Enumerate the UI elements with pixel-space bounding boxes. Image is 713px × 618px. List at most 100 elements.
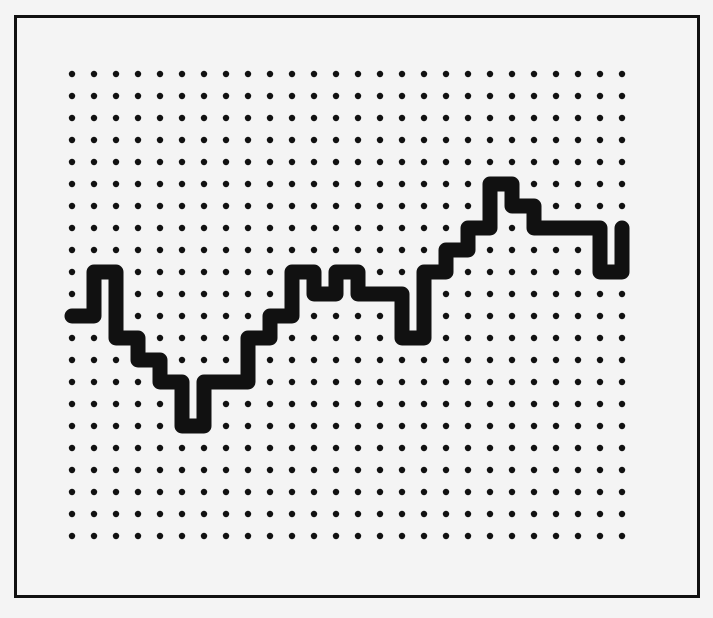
grid-dot (420, 70, 428, 78)
grid-dot (332, 136, 340, 144)
grid-dot (90, 92, 98, 100)
grid-dot (354, 246, 362, 254)
grid-dot (156, 422, 164, 430)
grid-dot (464, 532, 472, 540)
grid-dot (156, 158, 164, 166)
grid-dot (574, 70, 582, 78)
grid-dot (68, 532, 76, 540)
grid-dot (618, 158, 626, 166)
grid-dot (200, 334, 208, 342)
grid-dot (90, 136, 98, 144)
grid-dot (156, 114, 164, 122)
grid-dot (464, 114, 472, 122)
grid-dot (442, 158, 450, 166)
grid-dot (398, 92, 406, 100)
grid-dot (398, 488, 406, 496)
grid-dot (90, 180, 98, 188)
grid-dot (376, 378, 384, 386)
grid-dot (222, 290, 230, 298)
grid-dot (288, 158, 296, 166)
grid-dot (420, 356, 428, 364)
grid-dot (288, 136, 296, 144)
grid-dot (464, 180, 472, 188)
grid-dot (376, 400, 384, 408)
grid-dot (376, 246, 384, 254)
grid-dot (288, 510, 296, 518)
grid-dot (508, 422, 516, 430)
grid-dot (442, 290, 450, 298)
grid-dot (420, 158, 428, 166)
grid-dot (200, 114, 208, 122)
grid-dot (442, 422, 450, 430)
grid-dot (508, 70, 516, 78)
grid-dot (486, 510, 494, 518)
grid-dot (200, 158, 208, 166)
grid-dot (552, 114, 560, 122)
grid-dot (618, 92, 626, 100)
grid-dot (596, 158, 604, 166)
grid-dot (618, 378, 626, 386)
grid-dot (90, 422, 98, 430)
grid-dot (508, 290, 516, 298)
grid-dot (398, 246, 406, 254)
grid-dot (552, 378, 560, 386)
grid-dot (156, 92, 164, 100)
grid-dot (266, 290, 274, 298)
grid-dot (552, 312, 560, 320)
grid-dot (288, 180, 296, 188)
grid-dot (266, 532, 274, 540)
grid-dot (200, 70, 208, 78)
grid-dot (596, 532, 604, 540)
grid-dot (244, 510, 252, 518)
grid-dot (442, 92, 450, 100)
grid-dot (68, 378, 76, 386)
grid-dot (310, 466, 318, 474)
grid-dot (376, 466, 384, 474)
grid-dot (134, 246, 142, 254)
grid-dot (552, 202, 560, 210)
grid-dot (596, 114, 604, 122)
grid-dot (618, 180, 626, 188)
grid-dot (552, 92, 560, 100)
grid-dot (134, 70, 142, 78)
grid-dot (222, 444, 230, 452)
grid-dot (200, 290, 208, 298)
grid-dot (618, 290, 626, 298)
grid-dot (508, 246, 516, 254)
grid-dot (530, 92, 538, 100)
grid-dot (464, 400, 472, 408)
grid-dot (574, 92, 582, 100)
grid-dot (244, 532, 252, 540)
grid-dot (486, 268, 494, 276)
grid-dot (464, 268, 472, 276)
grid-dot (332, 180, 340, 188)
grid-dot (332, 202, 340, 210)
grid-dot (266, 400, 274, 408)
grid-dot (464, 136, 472, 144)
grid-dot (156, 180, 164, 188)
grid-dot (398, 114, 406, 122)
grid-dot (486, 92, 494, 100)
grid-dot (354, 202, 362, 210)
grid-dot (222, 510, 230, 518)
grid-dot (266, 356, 274, 364)
grid-dot (310, 180, 318, 188)
grid-dot (442, 444, 450, 452)
grid-dot (552, 246, 560, 254)
grid-dot (464, 334, 472, 342)
grid-dot (486, 246, 494, 254)
grid-dot (200, 136, 208, 144)
grid-dot (112, 488, 120, 496)
grid-dot (68, 70, 76, 78)
grid-dot (90, 246, 98, 254)
grid-dot (574, 246, 582, 254)
grid-dot (552, 268, 560, 276)
grid-dot (486, 312, 494, 320)
grid-dot (90, 444, 98, 452)
grid-dot (222, 356, 230, 364)
grid-dot (178, 312, 186, 320)
grid-dot (574, 422, 582, 430)
grid-dot (112, 180, 120, 188)
grid-dot (420, 114, 428, 122)
grid-dot (464, 510, 472, 518)
